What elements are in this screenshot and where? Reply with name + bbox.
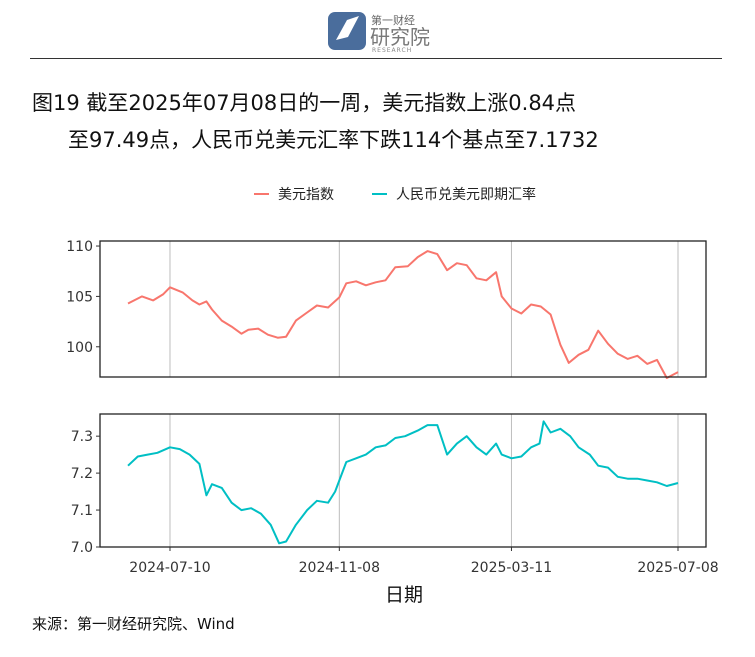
panel-1-ytick-label-2: 105: [66, 289, 93, 305]
logo-book-icon: [336, 16, 359, 40]
series-line-cny-rate: [127, 420, 679, 545]
x-axis-title: 日期: [385, 584, 423, 606]
series-line-usd-index: [127, 250, 679, 379]
panel-2-frame: [99, 413, 707, 548]
logo-big-text: 研究院: [370, 25, 430, 49]
panel-1-ytick-label-1: 100: [66, 340, 93, 356]
legend-usd-label: 美元指数: [278, 187, 334, 203]
panel-1-ytick-label-3: 110: [66, 239, 93, 255]
legend: 美元指数 人民币兑美元即期汇率: [254, 186, 536, 203]
x-tick-label-1: 2024-07-10: [129, 560, 210, 576]
logo-sub-text: RESEARCH: [372, 47, 412, 54]
header-logo: 第一财经 研究院 RESEARCH: [328, 12, 430, 54]
panel-2-ytick-label-1: 7.0: [71, 540, 93, 556]
panel-2-ytick-label-2: 7.1: [71, 503, 93, 519]
source-note: 来源：第一财经研究院、Wind: [32, 615, 235, 633]
panel-2-ytick-label-4: 7.3: [71, 429, 93, 445]
x-tick-label-2: 2024-11-08: [299, 560, 380, 576]
x-tick-label-3: 2025-03-11: [471, 560, 552, 576]
logo-small-text: 第一财经: [371, 13, 415, 27]
panel-1-frame: [99, 240, 707, 378]
panel-2-ytick-label-3: 7.2: [71, 466, 93, 482]
chart-title-line-2: 至97.49点，人民币兑美元汇率下跌114个基点至7.1732: [68, 128, 599, 152]
x-tick-label-4: 2025-07-08: [637, 560, 718, 576]
chart-title-line-1: 图19 截至2025年07月08日的一周，美元指数上涨0.84点: [32, 91, 577, 115]
header-rule: [30, 58, 722, 59]
legend-cny-label: 人民币兑美元即期汇率: [396, 186, 536, 203]
